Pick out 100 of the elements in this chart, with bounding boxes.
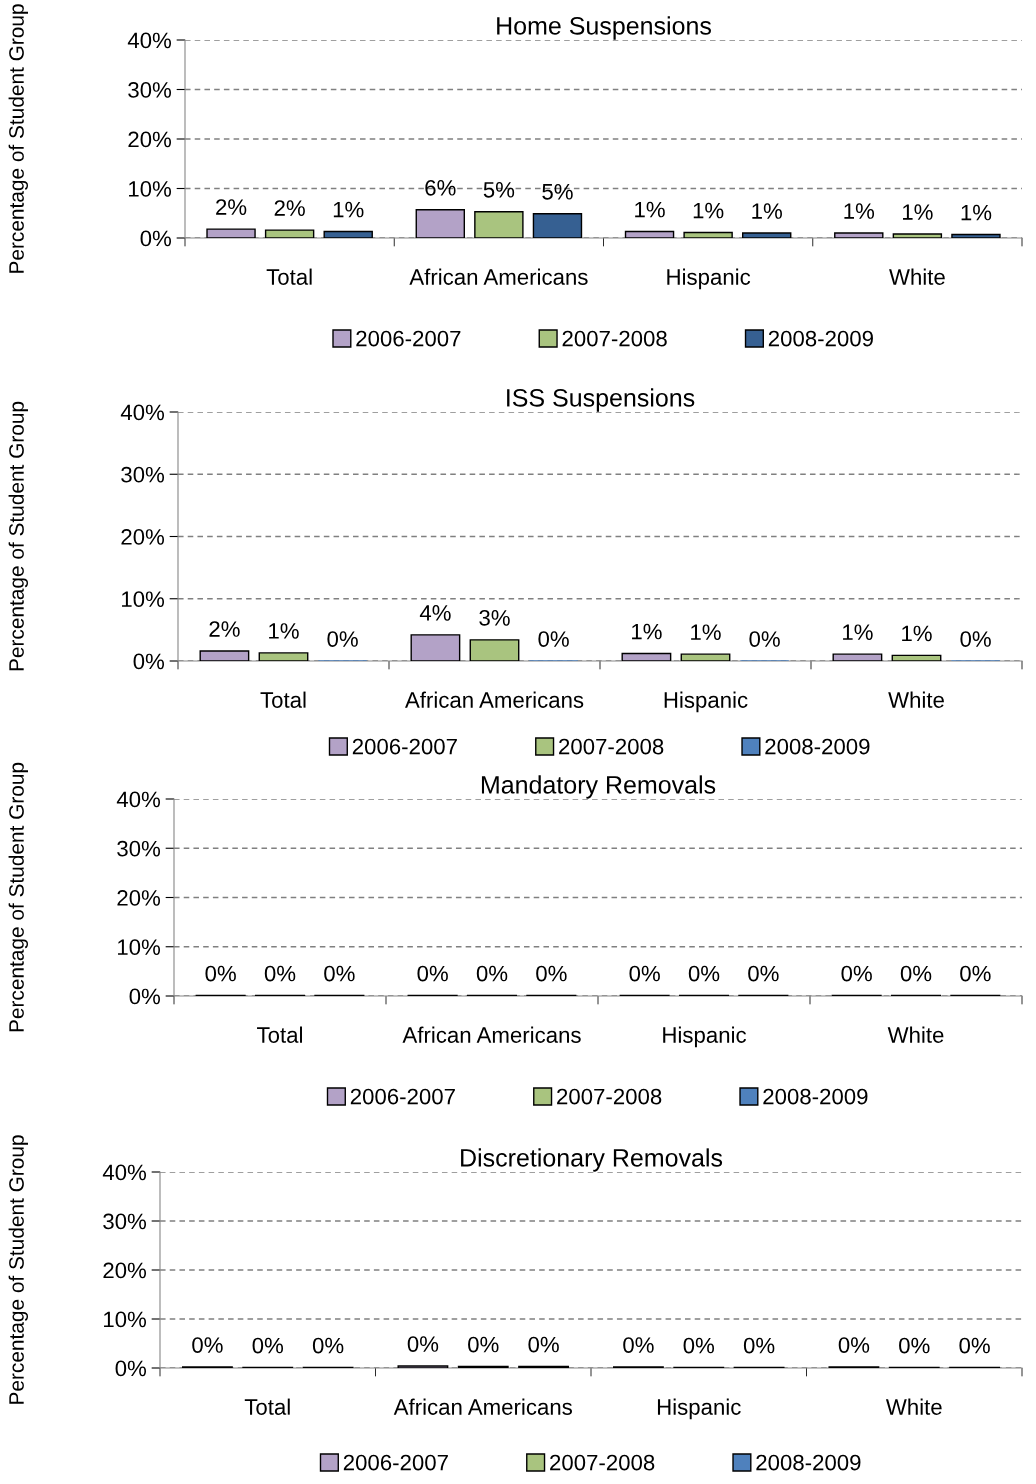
data-label: 0% — [468, 1336, 499, 1353]
y-tick-label: 40% — [127, 32, 172, 49]
data-label: 0% — [528, 1336, 559, 1353]
y-axis-title: Percentage of Student Group — [8, 401, 28, 671]
data-label: 1% — [961, 204, 992, 221]
y-tick-label: 20% — [128, 131, 172, 148]
legend-label: 2007-2008 — [559, 738, 664, 755]
x-tick-label: White — [889, 268, 945, 285]
x-tick-label: African Americans — [402, 1026, 581, 1043]
data-label: 0% — [688, 965, 720, 982]
y-tick-label: 10% — [122, 591, 165, 608]
data-label: 0% — [205, 965, 236, 982]
x-tick-label: African Americans — [393, 1398, 572, 1415]
legend-label: 2008-2009 — [768, 330, 873, 347]
data-label: 2% — [216, 199, 247, 215]
data-label: 1% — [333, 201, 364, 218]
legend-label: 2008-2009 — [765, 738, 870, 755]
y-tick-label: 0% — [115, 1360, 147, 1377]
data-label: 0% — [623, 1337, 654, 1353]
legend-label: 2008-2009 — [756, 1454, 861, 1471]
data-label: 0% — [960, 965, 991, 982]
x-tick-label: Total — [260, 691, 306, 708]
y-tick-label: 30% — [128, 82, 172, 98]
x-tick-label: Hispanic — [667, 268, 751, 290]
legend-label: 2007-2008 — [550, 1454, 655, 1471]
data-label: 5% — [542, 183, 573, 200]
data-label: 1% — [632, 623, 662, 640]
chart-title: Home Suspensions — [497, 16, 711, 40]
legend-label: 2006-2007 — [352, 738, 457, 755]
legend-label: 2008-2009 — [763, 1088, 868, 1105]
data-label: 0% — [899, 1337, 930, 1354]
x-tick-label: African Americans — [405, 691, 584, 708]
x-tick-label: Total — [266, 268, 312, 285]
x-tick-label: White — [885, 1398, 942, 1415]
y-axis-title: Percentage of Student Group — [8, 762, 28, 1032]
x-tick-label: Hispanic — [664, 691, 748, 713]
y-tick-label: 20% — [121, 529, 165, 545]
data-label: 1% — [691, 624, 721, 640]
chart-title: Discretionary Removals — [461, 1148, 723, 1172]
data-label: 0% — [683, 1337, 715, 1354]
data-label: 1% — [843, 624, 873, 640]
y-tick-label: 0% — [133, 653, 165, 670]
data-label: 0% — [324, 965, 355, 982]
y-tick-label: 40% — [116, 791, 161, 808]
data-label: 0% — [264, 965, 296, 982]
data-label: 0% — [743, 1337, 775, 1354]
data-label: 2% — [274, 200, 305, 216]
y-tick-label: 0% — [129, 988, 161, 1005]
y-tick-label: 30% — [121, 466, 165, 483]
data-label: 0% — [536, 965, 567, 982]
data-label: 1% — [752, 203, 782, 219]
data-label: 0% — [192, 1337, 223, 1353]
y-tick-label: 20% — [117, 890, 161, 906]
chart-title: ISS Suspensions — [507, 388, 695, 412]
data-label: 0% — [838, 1337, 870, 1353]
x-tick-label: White — [888, 691, 944, 708]
x-tick-label: Total — [244, 1398, 290, 1415]
legend-label: 2006-2007 — [350, 1088, 455, 1105]
data-label: 0% — [749, 631, 780, 647]
x-tick-label: Hispanic — [657, 1398, 741, 1420]
y-tick-label: 40% — [102, 1164, 147, 1181]
data-label: 0% — [629, 965, 660, 982]
y-tick-label: 10% — [104, 1311, 147, 1328]
y-tick-label: 10% — [118, 939, 161, 956]
y-tick-label: 10% — [129, 181, 172, 197]
y-tick-label: 30% — [103, 1213, 147, 1230]
y-axis-title: Percentage of Student Group — [8, 4, 28, 273]
data-label: 2% — [209, 621, 240, 637]
legend-label: 2006-2007 — [356, 330, 461, 347]
legend-label: 2007-2008 — [562, 330, 667, 347]
data-label: 0% — [959, 1337, 990, 1354]
y-tick-label: 40% — [120, 404, 165, 421]
data-label: 4% — [419, 605, 451, 621]
x-tick-label: Hispanic — [663, 1026, 747, 1048]
x-tick-label: Total — [257, 1026, 302, 1043]
data-label: 0% — [841, 965, 872, 982]
y-tick-label: 20% — [103, 1262, 147, 1279]
data-label: 6% — [425, 179, 456, 196]
data-label: 0% — [407, 1336, 439, 1352]
data-label: 0% — [538, 631, 569, 647]
y-tick-label: 30% — [117, 840, 161, 857]
x-tick-label: White — [887, 1026, 944, 1043]
data-label: 0% — [900, 965, 932, 982]
data-label: 1% — [635, 201, 665, 218]
legend-label: 2006-2007 — [343, 1454, 448, 1471]
data-label: 1% — [269, 623, 299, 639]
data-label: 1% — [693, 202, 724, 219]
data-label: 0% — [748, 965, 779, 982]
chart-title: Mandatory Removals — [481, 775, 716, 799]
data-label: 1% — [903, 204, 933, 220]
data-label: 1% — [902, 625, 932, 642]
data-label: 3% — [479, 609, 510, 626]
y-tick-label: 0% — [140, 230, 172, 247]
legend-label: 2007-2008 — [557, 1088, 662, 1105]
x-tick-label: African Americans — [409, 268, 588, 285]
y-axis-title: Percentage of Student Group — [8, 1135, 28, 1404]
data-label: 1% — [844, 203, 875, 219]
data-label: 0% — [960, 631, 991, 647]
data-label: 0% — [417, 965, 448, 982]
data-label: 5% — [483, 182, 515, 198]
